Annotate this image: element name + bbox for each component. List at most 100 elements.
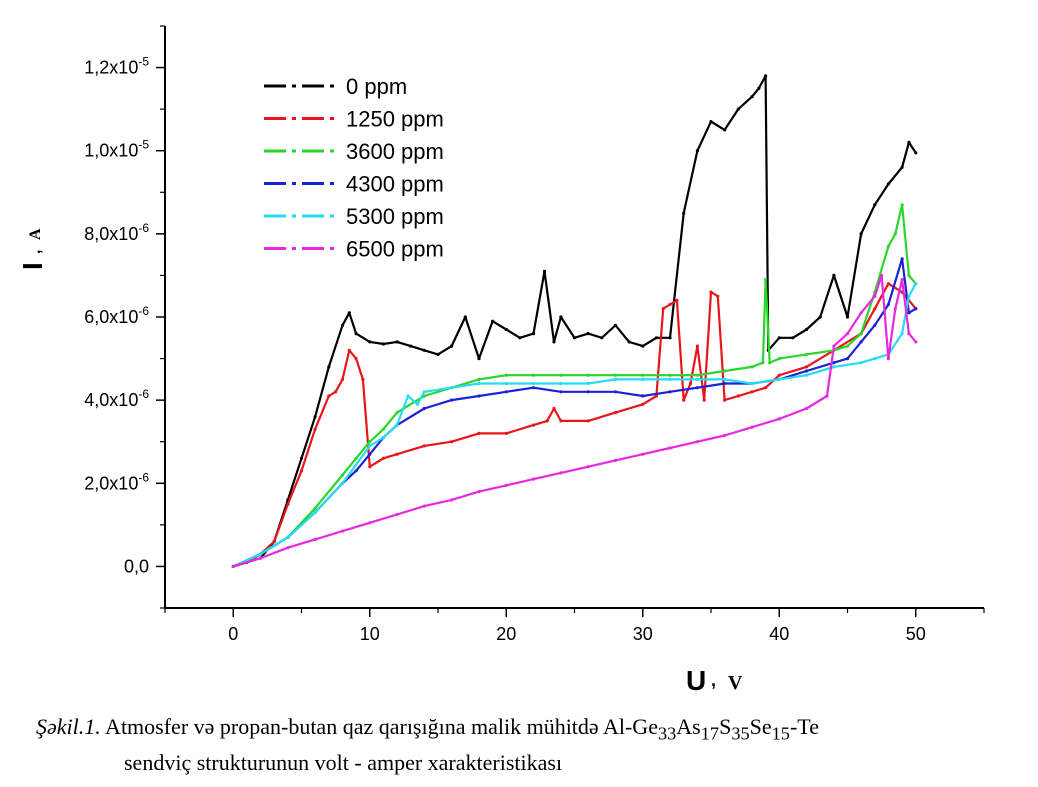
y-tick-label: 1,0x10-5 bbox=[84, 138, 149, 161]
legend-label: 3600 ppm bbox=[346, 139, 444, 164]
data-point bbox=[354, 332, 358, 336]
data-point bbox=[572, 336, 577, 340]
data-point bbox=[559, 315, 563, 319]
data-point bbox=[491, 319, 495, 323]
legend-item: 6500 ppm bbox=[264, 237, 444, 262]
data-point bbox=[709, 290, 713, 294]
data-point bbox=[586, 419, 590, 423]
data-point bbox=[914, 307, 918, 311]
data-point bbox=[368, 521, 372, 525]
data-point bbox=[641, 377, 645, 381]
data-point bbox=[450, 498, 454, 502]
data-point bbox=[354, 357, 358, 361]
data-point bbox=[395, 340, 399, 344]
data-point bbox=[641, 452, 645, 456]
data-point bbox=[613, 411, 618, 415]
y-tick-label: 4,0x10-6 bbox=[84, 387, 149, 410]
data-point bbox=[736, 394, 740, 398]
data-point bbox=[340, 481, 345, 485]
data-point bbox=[668, 373, 672, 377]
data-point bbox=[286, 546, 290, 550]
data-point bbox=[723, 433, 727, 438]
data-point bbox=[327, 365, 331, 369]
data-point bbox=[531, 332, 536, 336]
data-point bbox=[818, 315, 822, 319]
data-point bbox=[641, 402, 645, 406]
data-point bbox=[477, 431, 481, 435]
data-point bbox=[723, 369, 727, 373]
data-point bbox=[531, 373, 536, 377]
data-point bbox=[368, 440, 372, 444]
series-line-0 bbox=[232, 74, 917, 568]
data-point bbox=[907, 294, 911, 298]
data-point bbox=[531, 386, 536, 390]
y-tick-label: 1,2x10-5 bbox=[84, 55, 149, 78]
data-point bbox=[682, 211, 686, 215]
data-point bbox=[750, 390, 754, 394]
data-point bbox=[286, 535, 290, 539]
data-point bbox=[559, 419, 563, 423]
data-point bbox=[668, 446, 672, 450]
caption-label: Şəkil.1. bbox=[36, 714, 101, 739]
data-point bbox=[907, 332, 911, 336]
data-point bbox=[668, 336, 672, 340]
data-point bbox=[409, 344, 413, 348]
data-point bbox=[845, 344, 850, 348]
data-point bbox=[354, 469, 358, 473]
legend-label: 4300 ppm bbox=[346, 172, 444, 197]
data-point bbox=[477, 377, 481, 381]
data-point bbox=[804, 369, 809, 373]
data-point bbox=[723, 377, 727, 381]
data-point bbox=[886, 282, 891, 286]
data-point bbox=[542, 269, 547, 273]
data-point bbox=[395, 452, 399, 456]
caption-sub-as: 17 bbox=[700, 723, 720, 744]
data-point bbox=[600, 336, 604, 340]
data-point bbox=[832, 365, 836, 369]
x-tick-label: 20 bbox=[496, 624, 516, 644]
data-point bbox=[873, 357, 877, 361]
data-point bbox=[531, 477, 536, 481]
data-point bbox=[764, 278, 768, 282]
data-point bbox=[757, 86, 761, 90]
data-point bbox=[347, 311, 351, 315]
x-tick-label: 30 bbox=[633, 624, 653, 644]
legend-item: 5300 ppm bbox=[264, 204, 444, 229]
legend: 0 ppm 1250 ppm 3600 ppm 4300 ppm 5300 ppm 650… bbox=[264, 74, 444, 262]
caption-sub-se: 15 bbox=[771, 723, 790, 744]
data-point bbox=[477, 394, 481, 398]
data-point bbox=[873, 307, 877, 311]
data-point bbox=[859, 232, 863, 236]
data-point bbox=[900, 332, 904, 336]
data-point bbox=[654, 394, 659, 398]
data-point bbox=[504, 373, 508, 377]
data-point bbox=[695, 373, 700, 377]
data-point bbox=[313, 537, 317, 542]
data-point bbox=[750, 425, 754, 429]
series-line-3 bbox=[232, 257, 917, 568]
data-point bbox=[641, 394, 645, 398]
data-point bbox=[327, 394, 331, 398]
data-point bbox=[907, 311, 911, 315]
data-point bbox=[313, 506, 317, 510]
data-point bbox=[695, 440, 700, 444]
data-point bbox=[832, 273, 836, 277]
data-point bbox=[381, 342, 385, 346]
data-point bbox=[804, 352, 809, 356]
caption-text-1: Atmosfer və propan-butan qaz qarışığına … bbox=[100, 714, 658, 739]
data-point bbox=[552, 406, 556, 411]
data-point bbox=[334, 390, 338, 394]
legend-item: 0 ppm bbox=[264, 74, 407, 99]
data-point bbox=[259, 556, 263, 560]
data-point bbox=[586, 381, 590, 386]
data-point bbox=[695, 149, 700, 153]
data-point bbox=[804, 327, 809, 332]
data-point bbox=[586, 465, 590, 469]
data-point bbox=[340, 473, 345, 477]
data-point bbox=[504, 327, 508, 332]
data-point bbox=[859, 361, 863, 365]
caption-se: Se bbox=[749, 714, 772, 739]
data-point bbox=[406, 394, 410, 398]
data-point bbox=[723, 381, 727, 386]
data-point bbox=[415, 402, 420, 406]
